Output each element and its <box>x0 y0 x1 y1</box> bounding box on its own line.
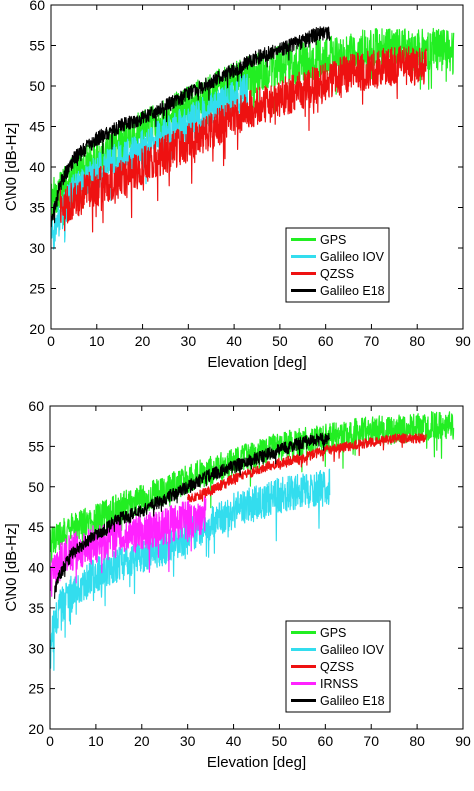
x-tick-label: 70 <box>363 733 379 749</box>
y-tick-label: 20 <box>28 721 44 737</box>
legend-label: IRNSS <box>320 677 358 691</box>
legend: GPS Galileo IOV QZSS IRNSS Galileo E18 <box>285 620 391 713</box>
y-tick-label: 60 <box>29 0 45 13</box>
x-axis-title: Elevation [deg] <box>207 354 306 371</box>
x-tick-label: 60 <box>318 333 334 349</box>
x-tick-label: 90 <box>455 733 471 749</box>
y-tick-label: 35 <box>28 600 44 616</box>
x-tick-label: 10 <box>88 733 104 749</box>
x-axis-title: Elevation [deg] <box>207 754 306 771</box>
y-tick-label: 35 <box>29 200 45 216</box>
chart-top: 0 10 20 30 40 50 60 70 80 90 20 25 30 35 40 45 50 55 60 Ele… <box>3 0 471 371</box>
x-tick-label: 30 <box>180 733 196 749</box>
x-tick-label: 40 <box>226 733 242 749</box>
y-tick-label: 25 <box>29 281 45 297</box>
x-tick-label: 40 <box>226 333 242 349</box>
y-tick-label: 20 <box>29 321 45 337</box>
y-axis-title: C\N0 [dB-Hz] <box>3 123 20 211</box>
x-tick-label: 10 <box>89 333 105 349</box>
x-tick-label: 50 <box>272 333 288 349</box>
x-tick-label: 60 <box>318 733 334 749</box>
legend-label: QZSS <box>320 660 354 674</box>
x-tick-label: 20 <box>134 733 150 749</box>
legend-label: GPS <box>320 626 346 640</box>
x-tick-label: 70 <box>364 333 380 349</box>
y-tick-label: 55 <box>29 38 45 54</box>
x-tick-label: 20 <box>135 333 151 349</box>
legend-label: Galileo E18 <box>320 694 385 708</box>
x-tick-label: 0 <box>47 333 55 349</box>
y-tick-label: 50 <box>28 479 44 495</box>
y-tick-label: 60 <box>28 398 44 414</box>
y-tick-label: 45 <box>29 119 45 135</box>
y-axis-title: C\N0 [dB-Hz] <box>3 523 20 611</box>
series-line-qzss <box>59 45 427 233</box>
series-line-qzss <box>187 433 427 503</box>
legend-label: GPS <box>320 233 346 247</box>
x-tick-label: 0 <box>46 733 54 749</box>
y-tick-label: 40 <box>29 159 45 175</box>
series-line-galileo-e18 <box>54 432 331 599</box>
legend: GPS Galileo IOV QZSS Galileo E18 <box>285 227 390 303</box>
legend-label: QZSS <box>320 267 354 281</box>
legend-label: Galileo IOV <box>320 250 385 264</box>
x-tick-label: 30 <box>181 333 197 349</box>
x-tick-label: 80 <box>409 333 425 349</box>
y-tick-label: 30 <box>28 640 44 656</box>
y-tick-label: 55 <box>28 438 44 454</box>
chart-bottom: 0 10 20 30 40 50 60 70 80 90 20 25 30 35 40 45 50 55 60 Ele… <box>3 398 471 771</box>
y-tick-label: 30 <box>29 240 45 256</box>
x-tick-label: 80 <box>409 733 425 749</box>
legend-label: Galileo IOV <box>320 643 385 657</box>
y-tick-label: 45 <box>28 519 44 535</box>
y-tick-label: 50 <box>29 78 45 94</box>
y-tick-label: 25 <box>28 681 44 697</box>
legend-label: Galileo E18 <box>320 284 385 298</box>
x-tick-label: 50 <box>272 733 288 749</box>
x-tick-label: 90 <box>455 333 471 349</box>
series-line-galileo-e18 <box>51 26 331 228</box>
y-tick-label: 40 <box>28 560 44 576</box>
